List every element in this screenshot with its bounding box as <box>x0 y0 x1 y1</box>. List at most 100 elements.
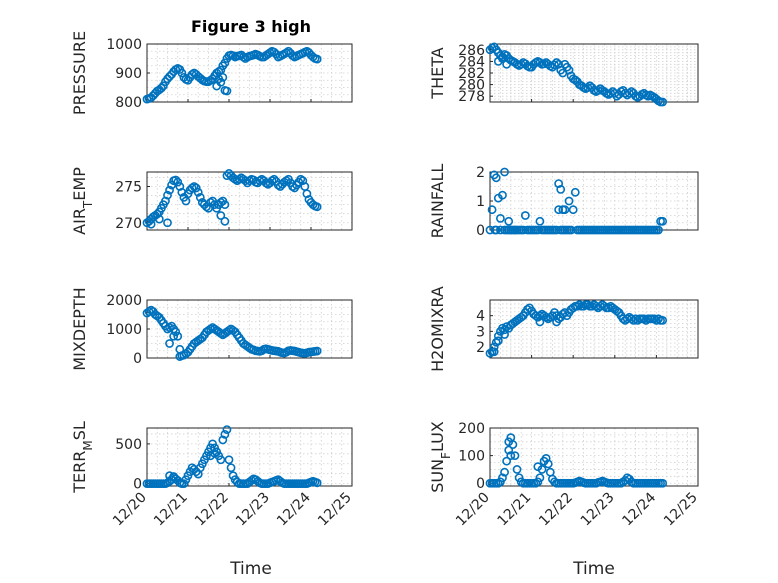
y-axis-label: AIRTEMP <box>70 167 95 235</box>
data-point <box>533 225 543 235</box>
data-point <box>312 54 322 64</box>
data-point <box>512 465 522 474</box>
data-point <box>533 462 543 472</box>
y-tick-label: 282 <box>458 66 485 82</box>
data-point <box>506 451 516 461</box>
data-point <box>541 453 551 463</box>
data-point <box>566 225 576 235</box>
data-point <box>500 330 509 339</box>
data-point <box>568 205 578 215</box>
data-point <box>654 314 663 324</box>
subplot-4: 0 1 2 RAINFALL <box>428 164 699 239</box>
data-point <box>220 216 230 226</box>
data-point <box>195 192 205 202</box>
data-point <box>165 471 174 481</box>
data-point <box>500 167 509 177</box>
data-point <box>570 187 580 197</box>
data-point <box>152 209 162 219</box>
data-point <box>504 216 514 226</box>
x-tick-label: 12/21 <box>151 490 191 530</box>
data-point <box>552 317 561 327</box>
y-tick-label: 284 <box>458 54 485 70</box>
data-point <box>222 86 232 96</box>
data-point <box>658 216 668 226</box>
data-point <box>163 190 172 200</box>
x-tick-label: 12/21 <box>495 490 535 530</box>
data-point <box>485 225 495 235</box>
data-point <box>593 86 603 95</box>
data-point <box>495 477 505 487</box>
data-point <box>533 477 543 487</box>
data-point <box>218 72 228 82</box>
data-point <box>514 473 524 483</box>
x-tick-label: 12/23 <box>233 490 273 530</box>
x-tick-label: 12/23 <box>578 490 618 530</box>
data-point <box>165 339 174 348</box>
data-point <box>502 59 512 69</box>
y-axis-label: PRESSURE <box>70 31 89 115</box>
data-point <box>504 437 514 447</box>
figure-title: Figure 3 high <box>191 17 311 36</box>
data-point <box>558 205 568 215</box>
data-point <box>156 83 166 93</box>
data-point <box>487 205 497 215</box>
data-point <box>220 200 230 210</box>
y-tick-label: 1000 <box>106 322 142 338</box>
data-point <box>500 467 509 477</box>
data-point <box>146 219 156 229</box>
data-point <box>572 301 582 311</box>
data-point <box>520 211 530 220</box>
y-tick-label: 900 <box>115 66 142 82</box>
y-tick-label: 100 <box>458 449 485 465</box>
data-point <box>556 184 566 194</box>
data-point <box>218 435 228 445</box>
y-tick-label: 0 <box>476 223 485 239</box>
data-point <box>510 451 520 461</box>
data-point <box>495 213 505 223</box>
data-point <box>510 225 520 235</box>
y-tick-label: 270 <box>115 216 142 232</box>
y-tick-label: 0 <box>133 351 142 367</box>
data-point <box>535 473 545 483</box>
data-point <box>506 225 516 235</box>
data-point <box>652 315 661 325</box>
data-point <box>489 347 499 357</box>
data-point <box>575 300 584 310</box>
y-tick-label: 800 <box>115 95 142 111</box>
data-point <box>216 455 226 465</box>
data-point <box>489 342 499 352</box>
data-point <box>490 225 500 235</box>
data-point <box>165 185 174 195</box>
subplot-6: 234 H2OMIXRA <box>428 286 699 372</box>
x-tick-label: 12/22 <box>192 490 232 530</box>
data-point <box>502 456 512 466</box>
subplot-8: 0 100 200 12/20 12/21 12/22 12/23 12/24 12/25 SUN… <box>428 421 701 529</box>
data-point <box>552 225 561 235</box>
marker-series <box>142 46 322 104</box>
y-axis-label: SUNFLUX <box>428 421 453 493</box>
data-point <box>175 344 185 354</box>
x-tick-label: 12/22 <box>536 490 576 530</box>
data-point <box>154 214 164 224</box>
data-point <box>658 315 668 325</box>
data-point <box>658 97 668 107</box>
subplot-3: 270 275 AIRTEMP <box>70 167 353 235</box>
x-axis-label-right: Time <box>572 559 615 579</box>
data-point <box>171 175 181 185</box>
data-point <box>535 58 545 67</box>
y-axis-label: H2OMIXRA <box>428 286 447 372</box>
data-point <box>173 177 183 187</box>
data-point <box>564 196 574 206</box>
data-point <box>658 478 668 488</box>
subplot-1: 800 900 1000 PRESSURE <box>70 31 353 115</box>
x-tick-label: 12/20 <box>110 490 150 530</box>
data-point <box>583 300 593 310</box>
x-tick-label: 12/24 <box>619 489 659 529</box>
data-point <box>193 187 203 197</box>
data-point <box>504 445 514 455</box>
data-point <box>550 60 559 70</box>
data-point <box>312 202 322 212</box>
